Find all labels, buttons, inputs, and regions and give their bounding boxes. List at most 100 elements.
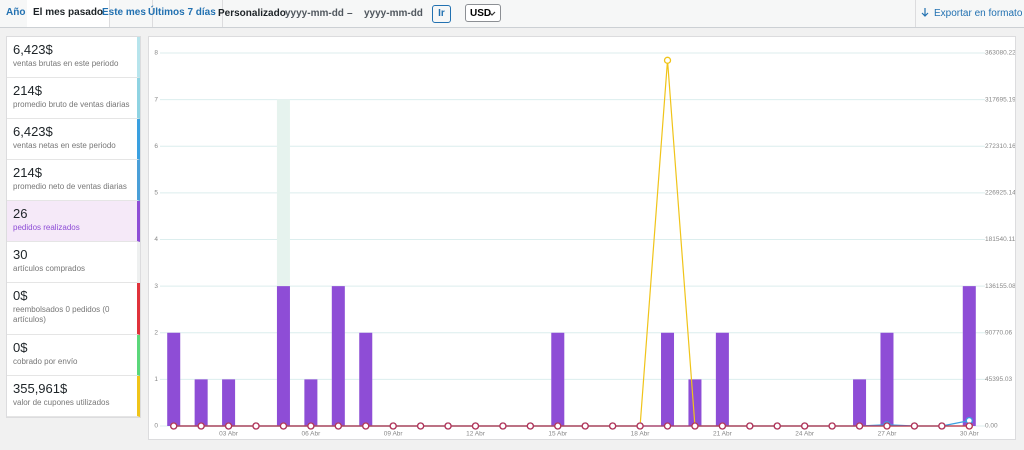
y-tick-label: 1 (154, 376, 158, 383)
arrow-icon (921, 8, 929, 17)
y2-tick-label: 45395.03 (985, 376, 1012, 383)
summary-item[interactable]: 214$ promedio neto de ventas diarias (7, 160, 140, 201)
x-tick-label: 06 Abr (301, 431, 321, 438)
point (526, 422, 535, 430)
point (855, 422, 864, 430)
summary-label: valor de cupones utilizados (13, 398, 110, 407)
point (801, 422, 809, 430)
point (499, 422, 507, 430)
currency-select[interactable]: USD (465, 4, 501, 22)
summary-item[interactable]: 0$ cobrado por envío (7, 335, 140, 376)
summary-value: 0$ (13, 288, 28, 303)
y2-tick-label: 272310.16 (985, 143, 1015, 150)
x-tick-label: 12 Abr (466, 431, 486, 438)
summary-item[interactable]: 0$ reembolsados 0 pedidos (0 artículos) (7, 283, 140, 335)
summary-label: promedio neto de ventas diarias (13, 182, 127, 191)
summary-item[interactable]: 30 artículos comprados (7, 242, 140, 283)
y-tick-label: 3 (154, 283, 158, 290)
bar (359, 332, 373, 426)
y-tick-label: 8 (154, 50, 158, 57)
point (965, 422, 973, 430)
x-tick-label: 03 Abr (219, 431, 239, 438)
point (307, 422, 315, 430)
summary-item[interactable]: 214$ promedio bruto de ventas diarias (7, 78, 140, 119)
point (581, 422, 589, 430)
point (279, 422, 288, 430)
bar (715, 332, 729, 426)
point (170, 422, 178, 430)
y-tick-label: 7 (154, 96, 158, 103)
y2-tick-label: 226925.14 (985, 190, 1015, 197)
y-tick-label: 6 (154, 143, 158, 150)
bar (304, 379, 318, 426)
summary-value: 26 (13, 206, 28, 221)
x-tick-label: 21 Abr (713, 431, 733, 438)
point (444, 422, 452, 430)
y-tick-label: 5 (154, 190, 158, 197)
summary-value: 214$ (13, 83, 42, 98)
point (746, 422, 754, 430)
point (910, 422, 919, 430)
point (718, 422, 727, 430)
x-tick-label: 18 Abr (631, 431, 651, 438)
custom-label: Personalizado (218, 8, 286, 19)
summary-list: 6,423$ ventas brutas en este periodo 214$ p… (6, 36, 141, 418)
chevron (488, 11, 496, 16)
x-tick-label: 24 Abr (795, 431, 815, 438)
y2-tick-label: 363080.22 (985, 50, 1015, 57)
summary-item[interactable]: 6,423$ ventas netas en este periodo (7, 119, 140, 160)
point (334, 422, 342, 430)
y2-tick-label: 136155.08 (985, 283, 1015, 290)
chart-box: 0 1 2 3 4 5 6 7 8 0.00 45395.03 90770.06 136155.08 18… (148, 36, 1016, 440)
x-tick-label: 15 Abr (548, 431, 568, 438)
tab[interactable]: Últimos 7 días (142, 0, 223, 27)
date-input[interactable]: yyyy-mm-dd (285, 8, 344, 19)
point (663, 56, 672, 64)
bar (853, 379, 867, 426)
date-input[interactable]: yyyy-mm-dd (364, 8, 423, 19)
bar (661, 332, 675, 426)
summary-item[interactable]: 6,423$ ventas brutas en este periodo (7, 37, 140, 78)
summary-label: cobrado por envío (13, 357, 78, 366)
y2-tick-label: 90770.06 (985, 329, 1012, 336)
summary-label: ventas netas en este periodo (13, 141, 116, 150)
point (636, 422, 644, 430)
bar (222, 379, 236, 426)
currency: USD (470, 8, 492, 19)
point (252, 422, 260, 430)
summary-label: promedio bruto de ventas diarias (13, 100, 130, 109)
summary-label: reembolsados 0 pedidos (0 artículos) (13, 305, 110, 324)
bar (551, 332, 565, 426)
point (224, 422, 233, 430)
summary-item[interactable]: 355,961$ valor de cupones utilizados (7, 376, 140, 417)
bar (880, 332, 894, 426)
point (389, 422, 397, 430)
bar (167, 332, 181, 426)
y-tick-label: 4 (154, 236, 158, 243)
x-tick-label: 09 Abr (384, 431, 404, 438)
bar (962, 286, 976, 426)
point (471, 422, 480, 430)
point (773, 422, 781, 430)
point (883, 422, 891, 430)
bar (331, 286, 345, 426)
go-button[interactable]: Ir (432, 5, 451, 23)
tab[interactable]: Este mes (96, 0, 153, 27)
point (938, 422, 946, 430)
summary-value: 6,423$ (13, 124, 53, 139)
point (828, 422, 836, 430)
tab[interactable]: El mes pasado (27, 0, 111, 27)
summary-value: 214$ (13, 165, 42, 180)
point (663, 422, 672, 430)
point (554, 422, 562, 430)
summary-value: 30 (13, 247, 28, 262)
point (197, 422, 205, 430)
point (691, 422, 699, 430)
point (362, 422, 370, 430)
summary-value: 6,423$ (13, 42, 53, 57)
export-link[interactable]: Exportar en formato CSV (915, 0, 1024, 46)
y2-tick-label: 317695.19 (985, 96, 1015, 103)
chart: 0 1 2 3 4 5 6 7 8 0.00 45395.03 90770.06 136155.08 18… (154, 50, 1015, 438)
summary-item[interactable]: 26 pedidos realizados (7, 201, 140, 242)
